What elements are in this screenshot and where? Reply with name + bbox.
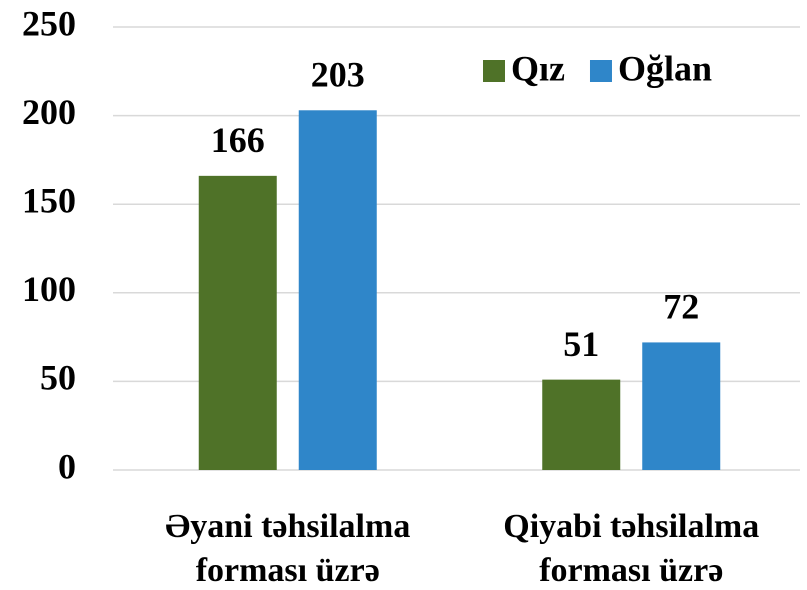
y-tick-label: 50 [40,358,76,398]
data-label: 166 [211,120,265,160]
x-tick-label: Qiyabi təhsilalma forması üzrə [503,508,760,589]
bar [198,175,277,470]
legend-label: Qız [511,48,565,88]
bar [542,379,621,470]
bar [642,342,721,470]
data-label: 203 [311,55,365,95]
y-tick-label: 200 [22,92,76,132]
y-tick-label: 0 [58,446,76,486]
x-tick-label: Əyani təhsilalma forması üzrə [165,508,411,589]
y-tick-label: 100 [22,269,76,309]
y-tick-label: 150 [22,180,76,220]
bar [298,110,377,470]
y-tick-label: 250 [22,3,76,43]
data-label: 51 [563,324,599,364]
legend-swatch [589,60,612,82]
legend-label: Oğlan [618,48,712,88]
data-label: 72 [663,287,699,327]
legend-swatch [483,60,505,82]
